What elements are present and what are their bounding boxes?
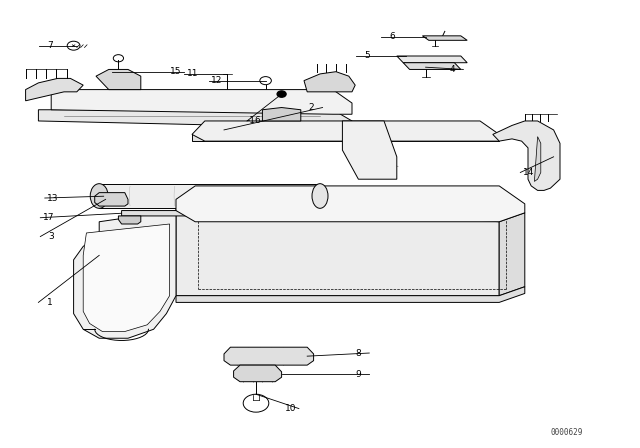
Polygon shape: [122, 211, 333, 219]
Polygon shape: [192, 121, 499, 141]
Circle shape: [277, 91, 286, 97]
Polygon shape: [83, 224, 170, 332]
Text: -16: -16: [246, 116, 261, 125]
Polygon shape: [26, 78, 83, 101]
Polygon shape: [304, 72, 355, 92]
Polygon shape: [234, 365, 282, 382]
Polygon shape: [118, 216, 141, 224]
Polygon shape: [176, 186, 525, 222]
Text: 3: 3: [49, 232, 54, 241]
Text: 0000629: 0000629: [550, 428, 582, 437]
Text: 12: 12: [211, 76, 223, 85]
Polygon shape: [534, 137, 541, 181]
Polygon shape: [38, 110, 352, 128]
Polygon shape: [403, 63, 461, 69]
Ellipse shape: [90, 184, 108, 208]
Polygon shape: [192, 134, 499, 141]
Polygon shape: [74, 211, 176, 338]
Polygon shape: [95, 193, 128, 206]
Polygon shape: [342, 121, 397, 179]
Text: 17: 17: [43, 213, 54, 222]
Polygon shape: [499, 213, 525, 296]
Text: 4: 4: [449, 65, 455, 74]
Polygon shape: [262, 108, 301, 121]
Text: 9: 9: [355, 370, 361, 379]
Polygon shape: [224, 347, 314, 365]
Text: 7: 7: [47, 41, 53, 50]
Text: 14: 14: [523, 168, 534, 177]
Polygon shape: [176, 199, 499, 296]
Ellipse shape: [312, 184, 328, 208]
Polygon shape: [96, 69, 141, 90]
Text: 6: 6: [390, 32, 396, 41]
Text: 8: 8: [355, 349, 361, 358]
Polygon shape: [397, 56, 467, 63]
Text: 5: 5: [364, 52, 370, 60]
Text: 11: 11: [187, 69, 198, 78]
Polygon shape: [176, 287, 525, 302]
Polygon shape: [51, 90, 352, 114]
Text: 10: 10: [285, 404, 296, 413]
Text: 1: 1: [47, 298, 52, 307]
Text: 2: 2: [308, 103, 314, 112]
Text: 13: 13: [47, 194, 59, 202]
Polygon shape: [422, 36, 467, 40]
Text: 15: 15: [170, 67, 181, 76]
Polygon shape: [99, 184, 320, 208]
Polygon shape: [493, 121, 560, 190]
